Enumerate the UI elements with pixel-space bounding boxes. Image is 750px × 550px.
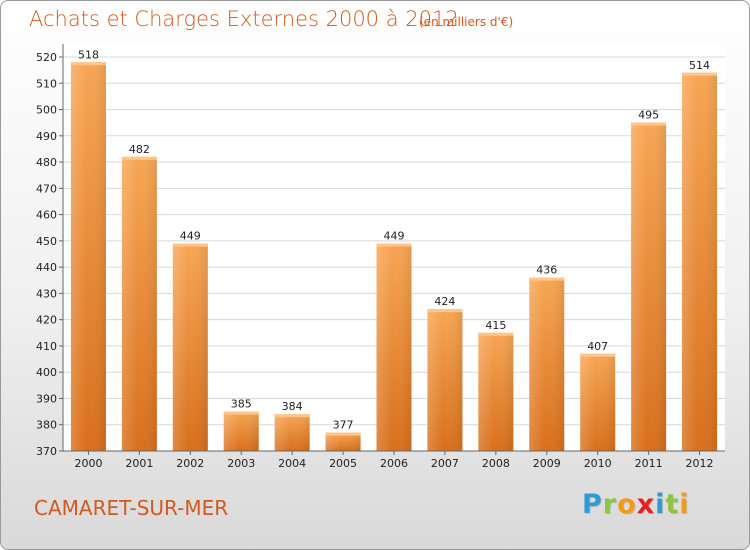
x-tick-label: 2009 [533, 457, 561, 470]
logo-letter: r [602, 489, 618, 520]
x-tick-label: 2012 [686, 457, 714, 470]
bar-top-highlight [631, 122, 667, 126]
bar-shine [70, 62, 106, 452]
logo-letter: x [636, 489, 656, 520]
data-label: 482 [129, 143, 150, 156]
bar-shine [121, 156, 157, 451]
y-tick-label: 500 [36, 104, 57, 117]
bar-top-highlight [427, 309, 463, 313]
bar-top-highlight [376, 243, 412, 247]
chart-subtitle: (en milliers d'€) [419, 15, 514, 29]
y-tick-label: 380 [36, 419, 57, 432]
y-tick-label: 440 [36, 261, 57, 274]
logo-letter: t [665, 489, 680, 520]
y-tick-label: 480 [36, 156, 57, 169]
data-label: 384 [282, 400, 303, 413]
bar-top-highlight [274, 414, 310, 418]
data-label: 495 [638, 109, 659, 122]
logo-letter: o [617, 489, 637, 520]
bar-shine [682, 72, 718, 451]
bar-shine [325, 432, 361, 451]
x-tick-label: 2007 [431, 457, 459, 470]
data-label: 377 [333, 419, 354, 432]
proxiti-logo[interactable]: Proxiti [582, 489, 690, 520]
bar-shine [427, 309, 463, 451]
bar-top-highlight [172, 243, 208, 247]
logo-letter: P [582, 489, 603, 520]
x-tick-label: 2000 [74, 457, 102, 470]
commune-name: CAMARET-SUR-MER [34, 496, 229, 520]
y-tick-label: 410 [36, 340, 57, 353]
bar-shine [172, 243, 208, 451]
bar-shine [529, 277, 565, 451]
y-tick-label: 460 [36, 209, 57, 222]
y-tick-label: 400 [36, 366, 57, 379]
bar-shine [631, 122, 667, 452]
x-tick-label: 2002 [176, 457, 204, 470]
data-label: 518 [78, 48, 99, 61]
bar-shine [223, 411, 259, 451]
data-label: 415 [485, 319, 506, 332]
data-label: 436 [536, 264, 557, 277]
data-label: 514 [689, 59, 710, 72]
y-tick-label: 520 [36, 51, 57, 64]
x-tick-label: 2005 [329, 457, 357, 470]
bar-top-highlight [70, 62, 106, 66]
bar-shine [376, 243, 412, 451]
bars: 518 482 449 385 384 377 449 424 415 436 407 495 514 [70, 48, 718, 452]
bar-shine [274, 414, 310, 451]
bar-top-highlight [580, 353, 616, 357]
x-tick-label: 2004 [278, 457, 306, 470]
y-tick-label: 370 [36, 445, 57, 458]
x-tick-label: 2001 [125, 457, 153, 470]
chart-title: Achats et Charges Externes 2000 à 2012 [29, 7, 459, 31]
y-tick-label: 390 [36, 392, 57, 405]
x-tick-label: 2008 [482, 457, 510, 470]
x-tick-label: 2006 [380, 457, 408, 470]
bar-top-highlight [478, 332, 514, 336]
data-label: 449 [384, 229, 405, 242]
x-tick-label: 2011 [635, 457, 663, 470]
logo-letter: i [679, 489, 690, 520]
bar-shine [478, 332, 514, 451]
y-tick-label: 510 [36, 77, 57, 90]
bar-top-highlight [325, 432, 361, 436]
bar-top-highlight [223, 411, 259, 415]
y-tick-label: 430 [36, 287, 57, 300]
x-tick-label: 2003 [227, 457, 255, 470]
data-label: 449 [180, 229, 201, 242]
axes: 370 380 390 400 410 420 430 440 450 460 470 480 490 5… [36, 44, 725, 470]
bar-top-highlight [121, 156, 157, 160]
data-label: 424 [434, 295, 455, 308]
y-tick-label: 490 [36, 130, 57, 143]
data-label: 407 [587, 340, 608, 353]
bar-shine [580, 353, 616, 451]
data-label: 385 [231, 398, 252, 411]
y-tick-label: 450 [36, 235, 57, 248]
logo-letter: i [655, 489, 666, 520]
bar-top-highlight [529, 277, 565, 281]
y-tick-label: 470 [36, 182, 57, 195]
x-tick-label: 2010 [584, 457, 612, 470]
bar-top-highlight [682, 72, 718, 76]
y-tick-label: 420 [36, 314, 57, 327]
